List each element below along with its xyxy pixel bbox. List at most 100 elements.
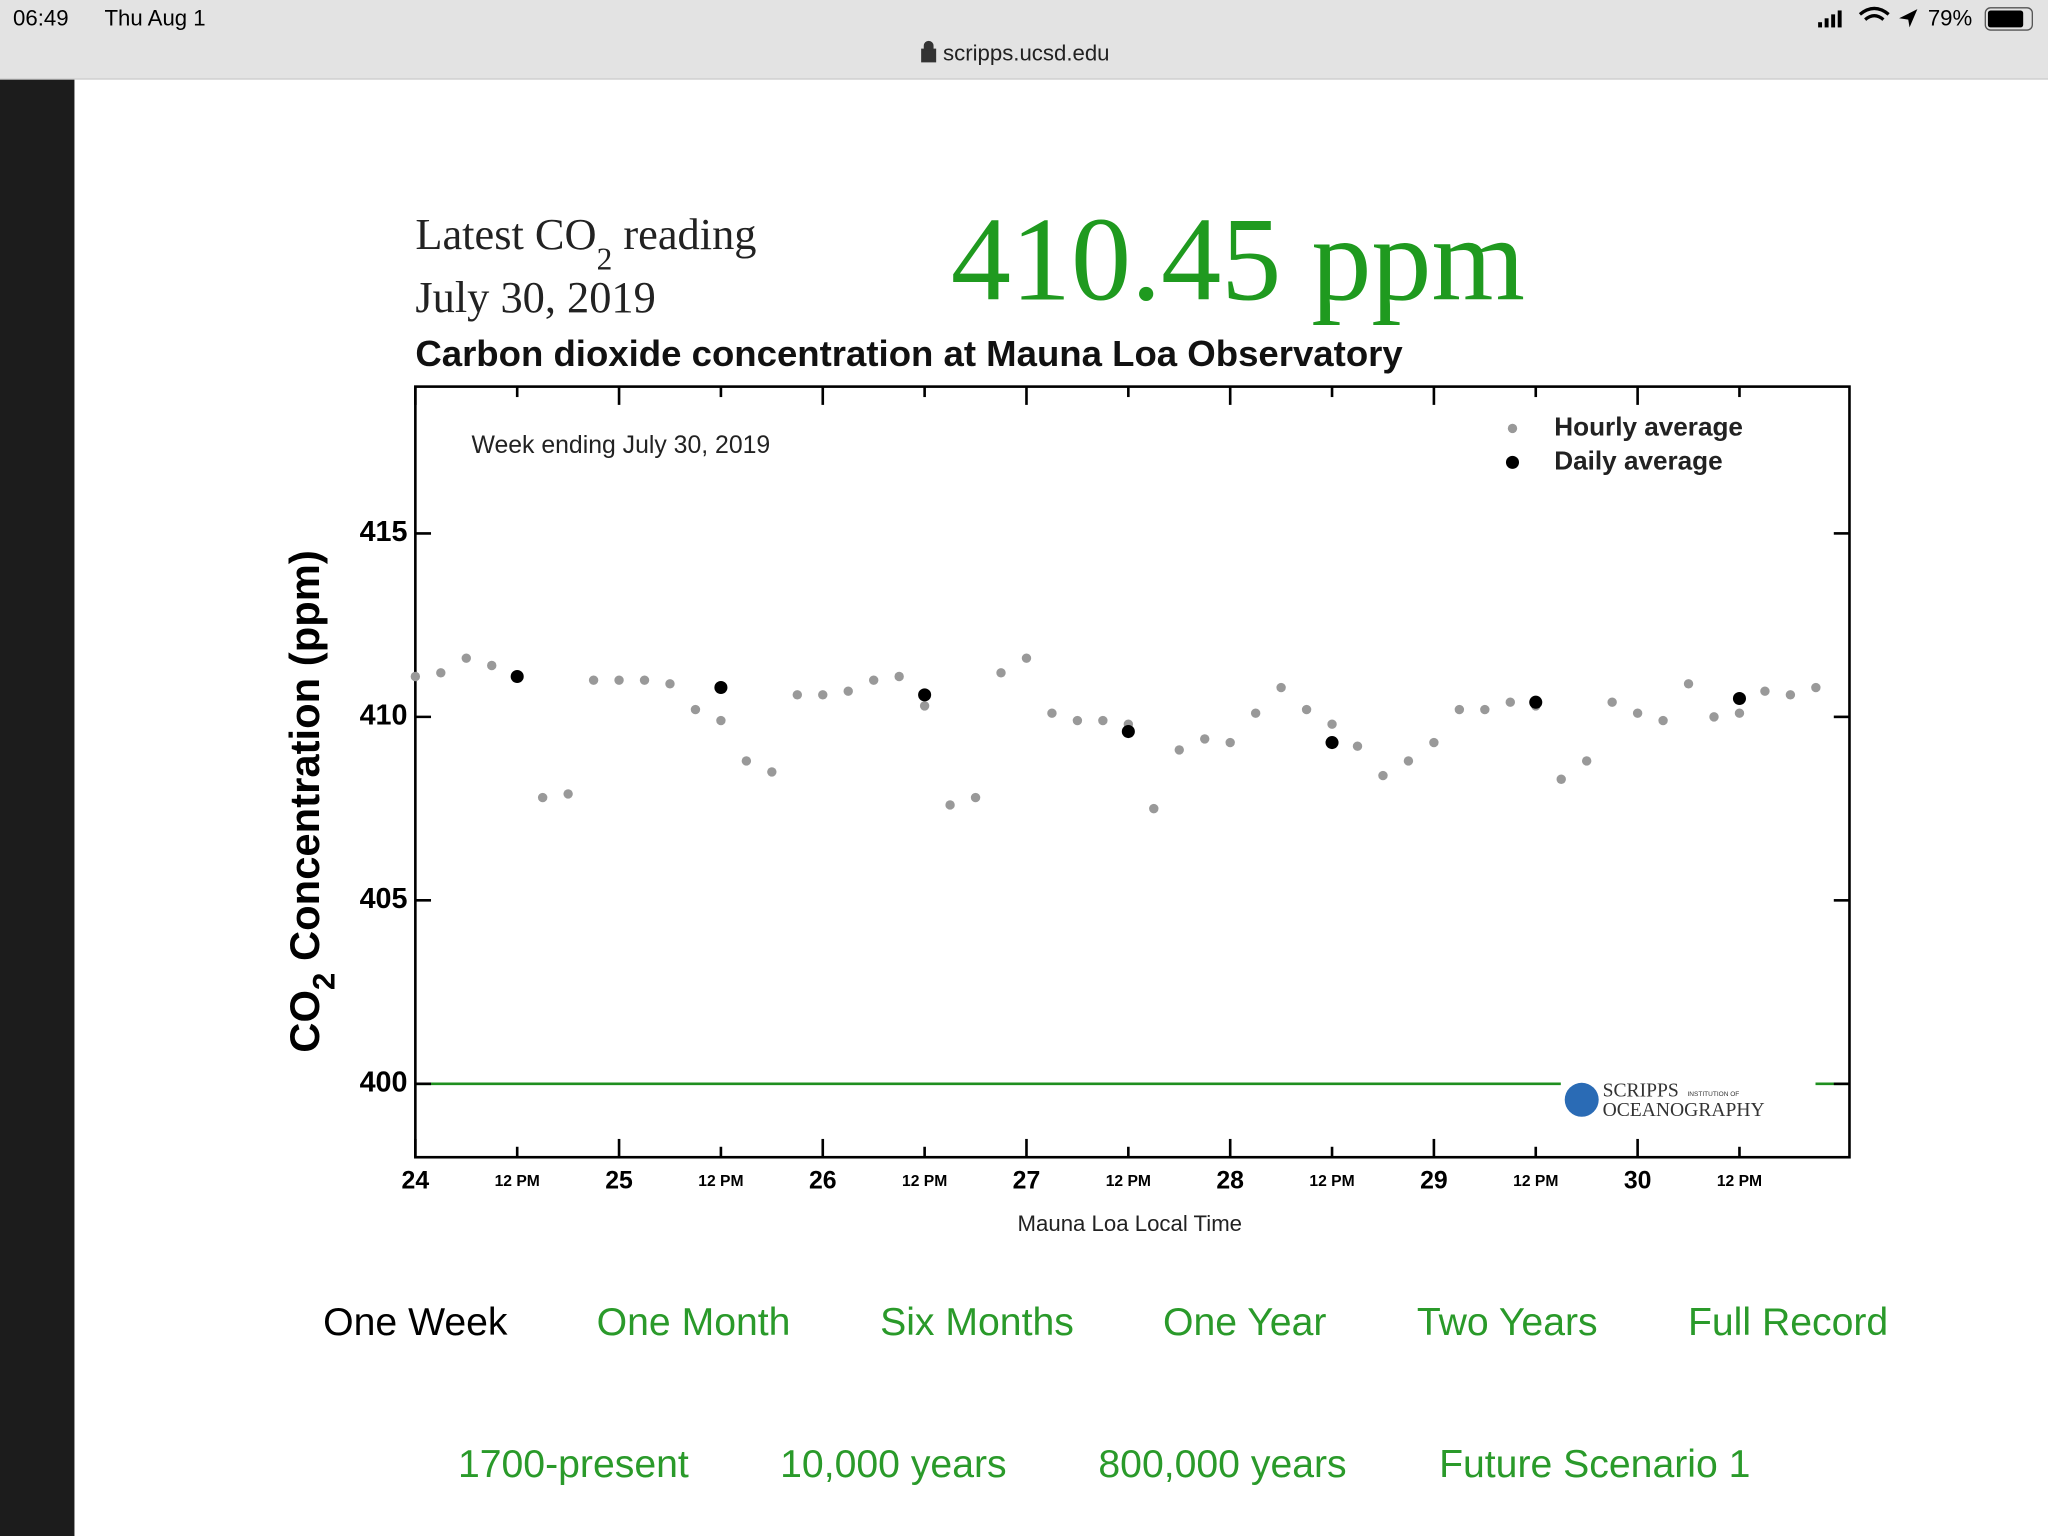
- annotation: Week ending July 30, 2019: [472, 432, 771, 459]
- hourly-point: [1250, 708, 1261, 718]
- hourly-point: [1632, 708, 1643, 718]
- hourly-point: [1480, 704, 1490, 715]
- x-tick-label: 24: [402, 1168, 430, 1195]
- lock-icon: [921, 40, 937, 63]
- y-tick-label: 405: [360, 883, 408, 915]
- x-tick-label: 12 PM: [1717, 1173, 1762, 1190]
- nav: One Week One Month Six Months One Year Two Y…: [323, 1301, 1888, 1486]
- y-tick-label: 415: [360, 516, 408, 548]
- x-tick-label: 30: [1624, 1168, 1652, 1195]
- hourly-point: [1505, 697, 1515, 707]
- logo-globe: [1564, 1082, 1599, 1117]
- hourly-point: [818, 690, 828, 700]
- legend-label: Hourly average: [1554, 411, 1743, 441]
- hourly-point: [843, 686, 853, 696]
- hourly-point: [563, 789, 573, 799]
- nav-link[interactable]: 1700-present: [458, 1443, 689, 1486]
- url[interactable]: scripps.ucsd.edu: [943, 41, 1110, 66]
- hourly-point: [1454, 704, 1465, 715]
- battery-level: [1987, 10, 2024, 28]
- hourly-point: [1072, 715, 1083, 726]
- x-tick-label: 12 PM: [1106, 1173, 1151, 1190]
- hourly-point: [996, 668, 1006, 678]
- nav-link[interactable]: Two Years: [1417, 1301, 1598, 1344]
- y-axis-label-part: CO: [281, 990, 328, 1053]
- hourly-point: [1403, 756, 1414, 766]
- legend-marker: [1505, 455, 1520, 469]
- x-tick-label: 12 PM: [1309, 1173, 1354, 1190]
- x-tick-label: 12 PM: [698, 1173, 743, 1190]
- hourly-point: [487, 660, 497, 671]
- hourly-point: [1658, 715, 1668, 726]
- hourly-point: [1098, 715, 1108, 726]
- hourly-point: [1734, 708, 1745, 718]
- nav-link[interactable]: One Month: [597, 1301, 791, 1344]
- x-tick-label: 25: [605, 1168, 633, 1195]
- hourly-point: [1047, 708, 1057, 718]
- logo-text: OCEANOGRAPHY: [1603, 1100, 1765, 1121]
- nav-link[interactable]: Future Scenario 1: [1439, 1443, 1750, 1486]
- y-tick-label: 400: [360, 1066, 408, 1098]
- y-axis-label-part: 2: [307, 973, 342, 990]
- hourly-point: [614, 675, 624, 685]
- nav-link[interactable]: Six Months: [880, 1301, 1074, 1344]
- x-tick-label: 12 PM: [1513, 1173, 1558, 1190]
- hourly-point: [767, 767, 777, 777]
- hourly-point: [436, 668, 446, 678]
- hourly-point: [639, 675, 650, 685]
- hourly-point: [461, 653, 471, 663]
- hourly-point: [1021, 653, 1032, 663]
- y-tick-label: 410: [360, 699, 408, 731]
- battery-text: 79%: [1928, 5, 1972, 30]
- signal-icon: [1818, 10, 1842, 28]
- nav-link[interactable]: One Year: [1163, 1301, 1326, 1344]
- hourly-point: [1174, 745, 1184, 755]
- browser-bar: [0, 0, 2048, 79]
- hourly-point: [588, 675, 599, 685]
- hourly-point: [741, 756, 752, 766]
- y-axis-label: CO2 Concentration (ppm): [281, 550, 342, 1053]
- plot-frame: [414, 385, 1851, 1159]
- hourly-point: [1149, 803, 1159, 814]
- hourly-point: [1276, 682, 1286, 693]
- hourly-point: [1225, 737, 1235, 748]
- daily-point: [1121, 725, 1135, 739]
- location-icon: [1899, 9, 1918, 28]
- status-time: 06:49: [13, 5, 69, 30]
- hourly-point: [690, 704, 701, 715]
- nav-link[interactable]: 800,000 years: [1098, 1443, 1346, 1486]
- hourly-point: [1785, 690, 1796, 700]
- hourly-point: [792, 690, 803, 700]
- hourly-point: [1811, 682, 1821, 693]
- hourly-point: [970, 792, 981, 803]
- chart-title: Carbon dioxide concentration at Mauna Lo…: [415, 333, 1403, 374]
- nav-link[interactable]: Full Record: [1688, 1301, 1888, 1344]
- x-tick-label: 12 PM: [902, 1173, 947, 1190]
- hourly-point: [868, 675, 879, 685]
- nav-link[interactable]: 10,000 years: [780, 1443, 1006, 1486]
- hourly-point: [1352, 741, 1363, 751]
- hourly-point: [1607, 697, 1617, 707]
- reading-label: Latest CO2 reading: [415, 209, 756, 277]
- reading-date: July 30, 2019: [415, 272, 655, 322]
- x-tick-label: 28: [1216, 1168, 1244, 1195]
- hourly-point: [1429, 737, 1439, 748]
- daily-point: [918, 688, 932, 702]
- hourly-point: [945, 800, 955, 810]
- hourly-point: [665, 679, 675, 689]
- wifi-icon: [1858, 6, 1890, 21]
- x-tick-label: 26: [809, 1168, 837, 1195]
- y-axis-label-part: Concentration (ppm): [281, 550, 328, 972]
- hourly-point: [1327, 719, 1337, 729]
- hourly-point: [1709, 712, 1719, 722]
- nav-link[interactable]: One Week: [323, 1301, 508, 1344]
- hourly-point: [1760, 686, 1770, 696]
- legend-marker: [1507, 423, 1518, 434]
- hourly-point: [1378, 770, 1388, 781]
- hourly-point: [1200, 734, 1210, 744]
- hourly-point: [410, 671, 421, 682]
- sidebar: [0, 79, 75, 1536]
- latest-value: 410.45 ppm: [951, 192, 1525, 325]
- daily-point: [714, 680, 728, 695]
